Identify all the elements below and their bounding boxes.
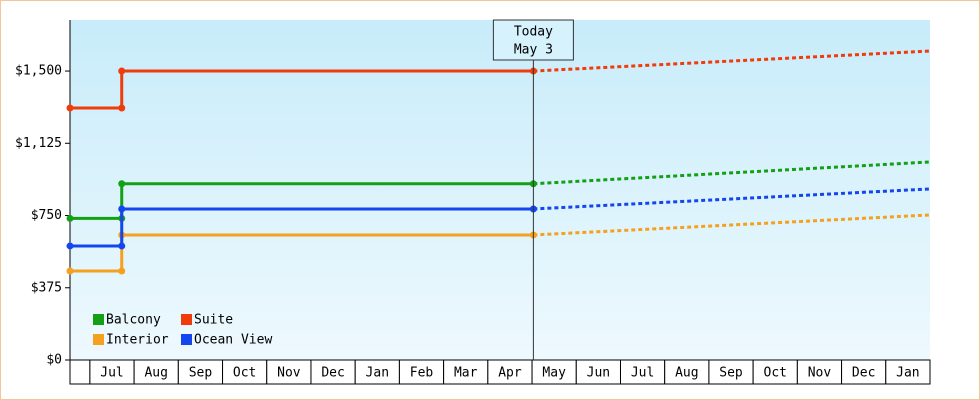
point xyxy=(66,104,74,112)
x-tick-label: Jun xyxy=(587,366,610,381)
x-tick xyxy=(89,359,135,385)
x-tick-label: Jul xyxy=(631,366,654,381)
x-tick xyxy=(398,359,445,385)
point xyxy=(66,267,74,275)
x-tick-label: Oct xyxy=(764,366,787,381)
x-tick-label: Nov xyxy=(808,366,832,381)
point xyxy=(118,67,126,75)
forecast-line xyxy=(533,49,931,73)
price-line xyxy=(70,69,534,110)
plot-area xyxy=(70,20,930,360)
x-tick-label: Feb xyxy=(410,366,434,381)
x-tick-label: May xyxy=(542,366,566,381)
x-tick-label: Sep xyxy=(719,366,743,381)
x-tick xyxy=(133,359,179,385)
x-tick-label: Jan xyxy=(366,366,389,381)
x-tick xyxy=(266,359,312,385)
forecast-line xyxy=(533,213,931,237)
x-tick-label: Sep xyxy=(189,366,213,381)
legend-label: Interior xyxy=(106,333,169,348)
legend-label: Balcony xyxy=(106,313,161,328)
forecast-line xyxy=(533,187,931,211)
point xyxy=(118,180,126,188)
y-tick-label: $1,125 xyxy=(15,136,62,151)
today-label: Today xyxy=(514,25,553,40)
x-tick xyxy=(575,359,621,385)
legend-swatch xyxy=(93,334,104,345)
x-tick xyxy=(487,359,533,385)
point xyxy=(118,104,126,112)
y-tick-label: $1,500 xyxy=(15,64,62,79)
x-tick xyxy=(796,359,843,385)
legend-label: Ocean View xyxy=(194,333,272,348)
x-axis-cell xyxy=(69,359,91,385)
point xyxy=(118,267,126,275)
x-tick xyxy=(752,359,798,385)
legend-label: Suite xyxy=(194,313,233,328)
legend-swatch xyxy=(181,334,192,345)
x-tick-label: Jul xyxy=(100,366,123,381)
x-tick xyxy=(310,359,356,385)
x-tick-label: Aug xyxy=(675,366,698,381)
price-line xyxy=(70,207,534,248)
x-tick-label: Dec xyxy=(321,366,344,381)
legend-swatch xyxy=(181,314,192,325)
price-line xyxy=(70,182,534,220)
x-tick xyxy=(443,359,489,385)
x-tick-label: Nov xyxy=(277,366,301,381)
y-tick-label: $375 xyxy=(31,280,62,295)
x-tick xyxy=(708,359,754,385)
x-tick-label: Dec xyxy=(852,366,875,381)
x-tick-label: Oct xyxy=(233,366,256,381)
x-tick xyxy=(177,359,224,385)
forecast-line xyxy=(533,160,931,186)
legend-swatch xyxy=(93,314,104,325)
price-line xyxy=(70,233,534,273)
today-box xyxy=(492,19,574,61)
x-tick xyxy=(885,359,931,385)
x-tick-label: Apr xyxy=(498,366,522,381)
y-tick-label: $0 xyxy=(46,353,62,368)
point xyxy=(66,214,74,222)
point xyxy=(118,205,126,213)
y-tick-label: $750 xyxy=(31,208,62,223)
x-tick-label: Mar xyxy=(454,366,478,381)
x-tick-label: Jan xyxy=(896,366,919,381)
x-tick-label: Aug xyxy=(144,366,167,381)
today-label: May 3 xyxy=(514,43,553,58)
x-tick xyxy=(664,359,710,385)
x-tick xyxy=(222,359,268,385)
point xyxy=(66,242,74,250)
point xyxy=(118,242,126,250)
